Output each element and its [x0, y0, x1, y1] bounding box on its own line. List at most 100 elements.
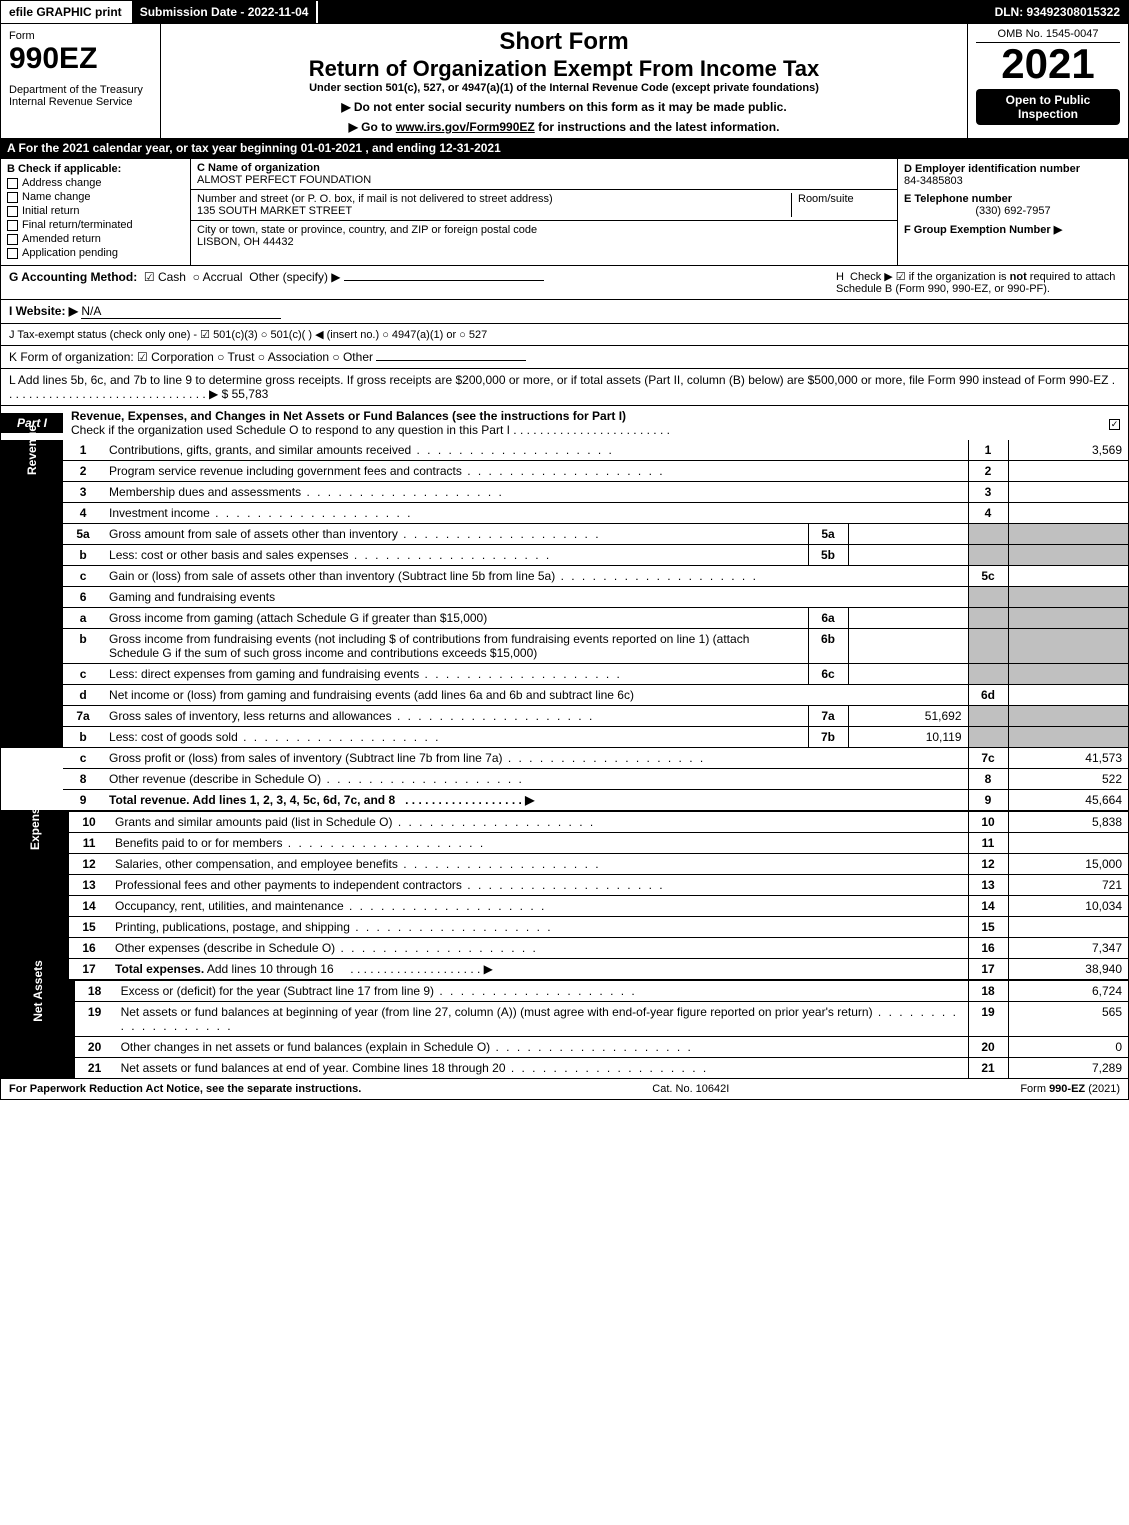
line-6c-subval: [848, 664, 968, 685]
line-14-idx: 14: [968, 896, 1008, 917]
line-19-num: 19: [75, 1002, 115, 1037]
line-12-val: 15,000: [1008, 854, 1128, 875]
chk-final-return-label: Final return/terminated: [22, 219, 133, 231]
line-7c-desc: Gross profit or (loss) from sales of inv…: [103, 748, 968, 769]
header-left: Form 990EZ Department of the Treasury In…: [1, 24, 161, 138]
addr-value: 135 SOUTH MARKET STREET: [197, 205, 352, 217]
line-13-val: 721: [1008, 875, 1128, 896]
chk-address-change-label: Address change: [22, 177, 102, 189]
efile-print-button[interactable]: efile GRAPHIC print: [1, 1, 132, 23]
website-label: I Website: ▶: [9, 304, 78, 318]
line-21-desc: Net assets or fund balances at end of ye…: [115, 1058, 968, 1079]
line-7a-num: 7a: [63, 706, 103, 727]
chk-name-change[interactable]: Name change: [7, 191, 184, 203]
line-21-idx: 21: [968, 1058, 1008, 1079]
line-7b-val-gray: [1008, 727, 1128, 748]
title-short: Short Form: [169, 28, 959, 56]
submission-date: Submission Date - 2022-11-04: [132, 1, 319, 23]
chk-initial-return[interactable]: Initial return: [7, 205, 184, 217]
line-6d-num: d: [63, 685, 103, 706]
line-5c-num: c: [63, 566, 103, 587]
chk-final-return[interactable]: Final return/terminated: [7, 219, 184, 231]
line-13-idx: 13: [968, 875, 1008, 896]
line-2-idx: 2: [968, 461, 1008, 482]
line-6a-val-gray: [1008, 608, 1128, 629]
line-2-desc: Program service revenue including govern…: [103, 461, 968, 482]
line-5b-subval: [848, 545, 968, 566]
line-7b-num: b: [63, 727, 103, 748]
row-g-accounting: G Accounting Method: ☑ Cash ○ Accrual Ot…: [1, 266, 828, 299]
line-2-num: 2: [63, 461, 103, 482]
line-8-val: 522: [1008, 769, 1128, 790]
net-assets-sidebar: Net Assets: [31, 960, 45, 1022]
line-7b-idx-gray: [968, 727, 1008, 748]
footer-left: For Paperwork Reduction Act Notice, see …: [9, 1083, 361, 1095]
row-k-org-form: K Form of organization: ☑ Corporation ○ …: [1, 345, 1128, 368]
accounting-accrual: Accrual: [203, 270, 243, 284]
form-footer: For Paperwork Reduction Act Notice, see …: [1, 1078, 1128, 1099]
expenses-table: Expenses 10 Grants and similar amounts p…: [1, 810, 1128, 979]
org-name-block: C Name of organization ALMOST PERFECT FO…: [191, 159, 897, 190]
line-7a-idx-gray: [968, 706, 1008, 727]
ein-label: D Employer identification number: [904, 163, 1122, 175]
line-20-desc: Other changes in net assets or fund bala…: [115, 1037, 968, 1058]
line-14-desc: Occupancy, rent, utilities, and maintena…: [109, 896, 968, 917]
line-7a-desc: Gross sales of inventory, less returns a…: [103, 706, 808, 727]
instruction-2: ▶ Go to www.irs.gov/Form990EZ for instru…: [169, 120, 959, 134]
addr-label: Number and street (or P. O. box, if mail…: [197, 193, 553, 205]
line-9-val: 45,664: [1008, 790, 1128, 811]
line-16-num: 16: [69, 938, 109, 959]
chk-address-change[interactable]: Address change: [7, 177, 184, 189]
line-6b-desc: Gross income from fundraising events (no…: [103, 629, 808, 664]
line-18-val: 6,724: [1008, 980, 1128, 1002]
expenses-sidebar: Expenses: [28, 794, 42, 850]
org-form-text: K Form of organization: ☑ Corporation ○ …: [9, 350, 373, 364]
line-13-desc: Professional fees and other payments to …: [109, 875, 968, 896]
line-6d-desc: Net income or (loss) from gaming and fun…: [103, 685, 968, 706]
chk-amended-return[interactable]: Amended return: [7, 233, 184, 245]
line-16-val: 7,347: [1008, 938, 1128, 959]
row-a-period: A For the 2021 calendar year, or tax yea…: [1, 138, 1128, 158]
chk-application-pending[interactable]: Application pending: [7, 247, 184, 259]
row-j-tax-exempt: J Tax-exempt status (check only one) - ☑…: [1, 323, 1128, 345]
group-exemption-label: F Group Exemption Number ▶: [904, 223, 1122, 236]
header-right: OMB No. 1545-0047 2021 Open to Public In…: [968, 24, 1128, 138]
part-1-title: Revenue, Expenses, and Changes in Net As…: [63, 406, 1101, 440]
line-21-val: 7,289: [1008, 1058, 1128, 1079]
header-middle: Short Form Return of Organization Exempt…: [161, 24, 968, 138]
line-10-val: 5,838: [1008, 811, 1128, 833]
line-18-idx: 18: [968, 980, 1008, 1002]
accounting-label: G Accounting Method:: [9, 270, 137, 284]
line-8-num: 8: [63, 769, 103, 790]
line-20-idx: 20: [968, 1037, 1008, 1058]
section-b-checkboxes: B Check if applicable: Address change Na…: [1, 159, 191, 265]
top-bar: efile GRAPHIC print Submission Date - 20…: [1, 1, 1128, 23]
line-3-idx: 3: [968, 482, 1008, 503]
line-16-desc: Other expenses (describe in Schedule O): [109, 938, 968, 959]
line-6c-desc: Less: direct expenses from gaming and fu…: [103, 664, 808, 685]
line-3-num: 3: [63, 482, 103, 503]
chk-name-change-label: Name change: [22, 191, 91, 203]
line-6d-val: [1008, 685, 1128, 706]
line-15-desc: Printing, publications, postage, and shi…: [109, 917, 968, 938]
line-17-num: 17: [69, 959, 109, 980]
line-19-idx: 19: [968, 1002, 1008, 1037]
line-5b-idx-gray: [968, 545, 1008, 566]
line-10-num: 10: [69, 811, 109, 833]
net-assets-table: Net Assets 18 Excess or (deficit) for th…: [1, 979, 1128, 1078]
line-7a-subval: 51,692: [848, 706, 968, 727]
line-6b-sub: 6b: [808, 629, 848, 664]
form-header: Form 990EZ Department of the Treasury In…: [1, 23, 1128, 138]
revenue-table: Revenue 1 Contributions, gifts, grants, …: [1, 440, 1128, 810]
line-1-desc: Contributions, gifts, grants, and simila…: [103, 440, 968, 461]
line-5c-idx: 5c: [968, 566, 1008, 587]
irs-label: Internal Revenue Service: [9, 96, 152, 108]
line-10-desc: Grants and similar amounts paid (list in…: [109, 811, 968, 833]
website-value: N/A: [81, 304, 281, 319]
line-6a-num: a: [63, 608, 103, 629]
line-6d-idx: 6d: [968, 685, 1008, 706]
line-4-idx: 4: [968, 503, 1008, 524]
part-1-checkbox[interactable]: ✓: [1101, 413, 1128, 433]
line-7a-val-gray: [1008, 706, 1128, 727]
line-11-val: [1008, 833, 1128, 854]
